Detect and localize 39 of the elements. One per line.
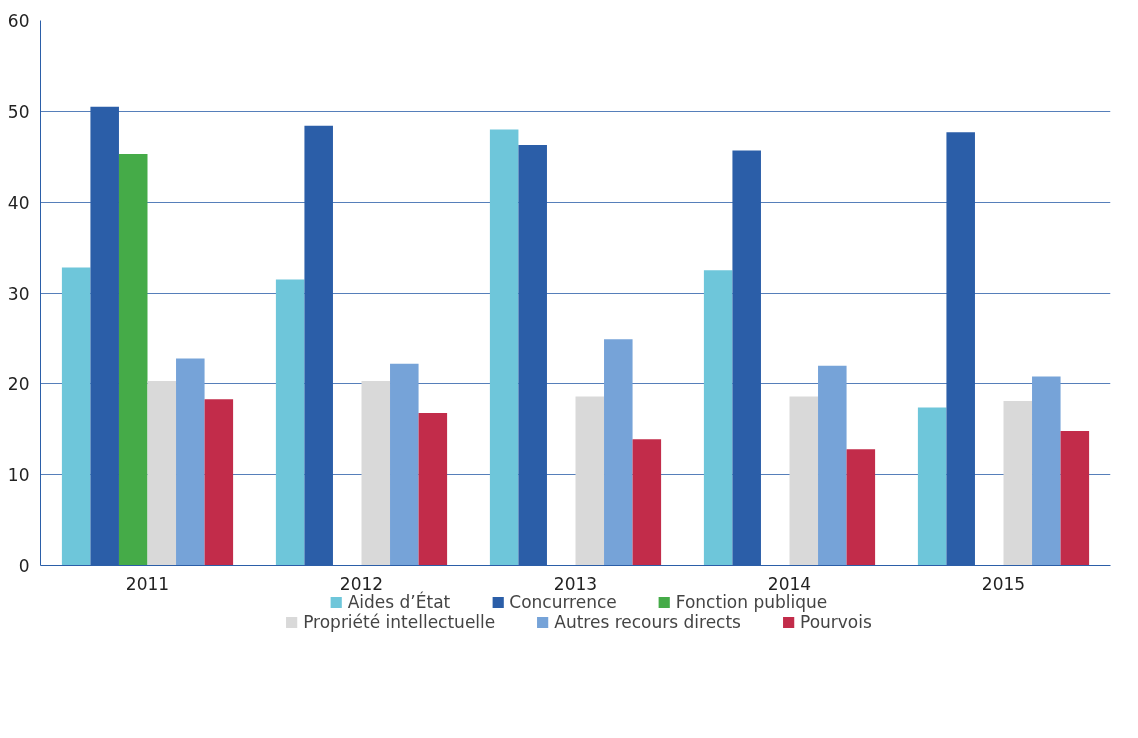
legend-label: Propriété intellectuelle <box>303 612 496 632</box>
bar <box>632 439 662 566</box>
bar <box>818 365 847 566</box>
x-tick-label: 2015 <box>981 573 1026 594</box>
y-tick-label: 20 <box>7 374 30 395</box>
bar <box>361 381 391 566</box>
y-tick-label: 60 <box>7 11 30 31</box>
x-tick-label: 2014 <box>767 573 812 594</box>
bar <box>147 381 177 566</box>
bar <box>1003 401 1033 566</box>
y-tick-label: 0 <box>18 556 30 576</box>
bar <box>575 396 605 566</box>
y-tick-label: 10 <box>7 465 30 486</box>
bar <box>275 279 305 566</box>
y-tick-label: 50 <box>7 101 30 122</box>
bar <box>204 399 234 566</box>
bar <box>118 154 148 566</box>
legend-label: Aides d’État <box>347 592 451 612</box>
legend-label: Autres recours directs <box>554 612 741 632</box>
bar <box>846 449 876 566</box>
x-tick-label: 2013 <box>553 573 598 594</box>
bar <box>917 407 947 566</box>
x-tick-label: 2011 <box>125 573 170 594</box>
bar <box>489 129 519 566</box>
legend-label: Concurrence <box>509 592 617 612</box>
bar <box>604 339 633 566</box>
legend-label: Fonction publique <box>675 592 828 612</box>
bar <box>703 270 733 566</box>
bar <box>418 412 448 566</box>
y-tick-label: 40 <box>7 192 30 213</box>
bar <box>789 396 819 566</box>
x-tick-label: 2012 <box>339 573 384 594</box>
bar <box>1032 376 1061 566</box>
bar <box>61 267 91 566</box>
bar <box>176 358 205 566</box>
bar <box>1060 431 1090 566</box>
legend-label: Pourvois <box>799 612 872 632</box>
y-tick-label: 30 <box>7 283 30 304</box>
bar <box>390 363 419 566</box>
